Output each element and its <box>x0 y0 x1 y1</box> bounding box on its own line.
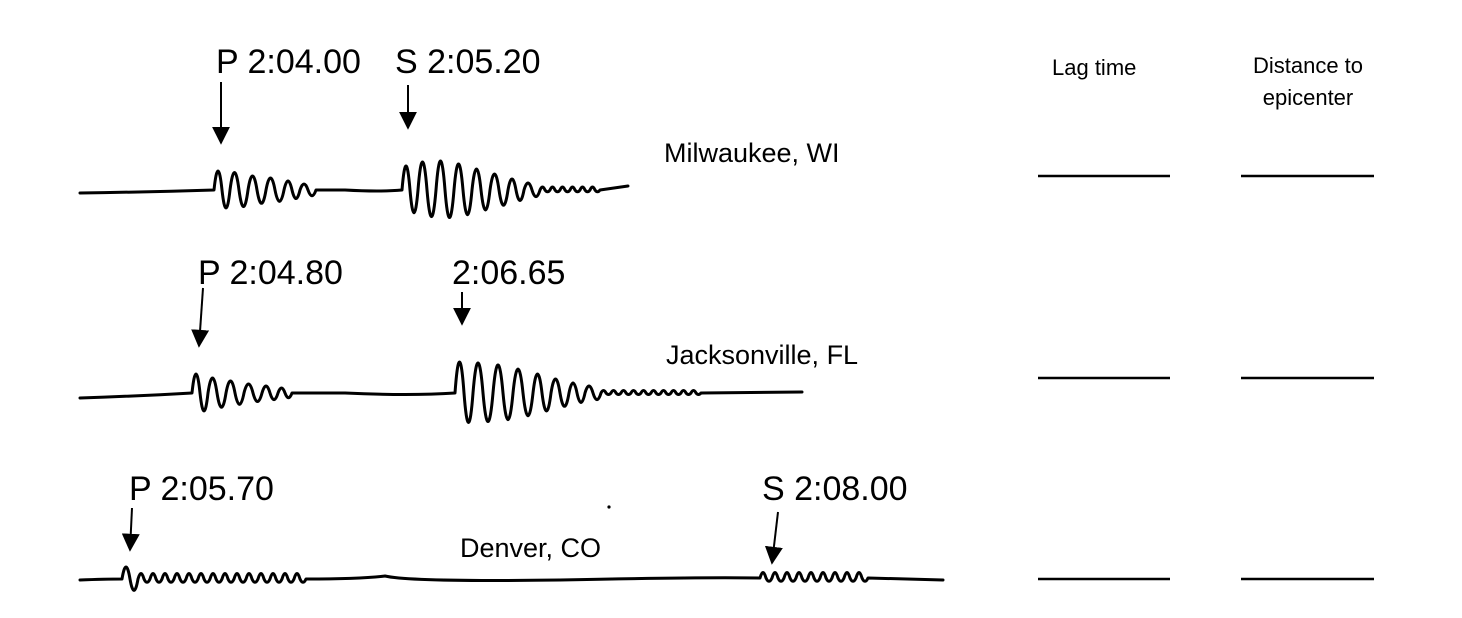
jacksonville-seismogram-trace <box>78 360 804 424</box>
milwaukee-station-label: Milwaukee, WI <box>664 138 840 168</box>
distance-header-line2: epicenter <box>1262 84 1354 110</box>
jacksonville-s-wave-label: 2:06.65 <box>452 254 566 292</box>
jacksonville-station-label: Jacksonville, FL <box>666 340 859 370</box>
milwaukee-s-wave-label: S 2:05.20 <box>395 43 541 81</box>
milwaukee-seismogram-trace <box>78 159 630 219</box>
distance-header-line1: Distance to <box>1252 53 1364 78</box>
milwaukee-p-wave-label: P 2:04.00 <box>216 43 361 81</box>
denver-s-wave-label: S 2:08.00 <box>762 470 908 508</box>
denver-s-arrow <box>764 511 783 565</box>
lag-time-column-header: Lag time <box>1052 55 1137 80</box>
jacksonville-p-wave-label: P 2:04.80 <box>198 254 343 292</box>
stray-dot <box>607 505 611 509</box>
denver-p-wave-label: P 2:05.70 <box>129 470 274 508</box>
denver-seismogram-trace <box>78 565 945 592</box>
denver-p-arrow <box>121 507 140 552</box>
distance-column-header: Distance to epicenter <box>1238 50 1378 114</box>
denver-station-label: Denver, CO <box>460 533 602 563</box>
jacksonville-p-arrow <box>191 287 210 348</box>
